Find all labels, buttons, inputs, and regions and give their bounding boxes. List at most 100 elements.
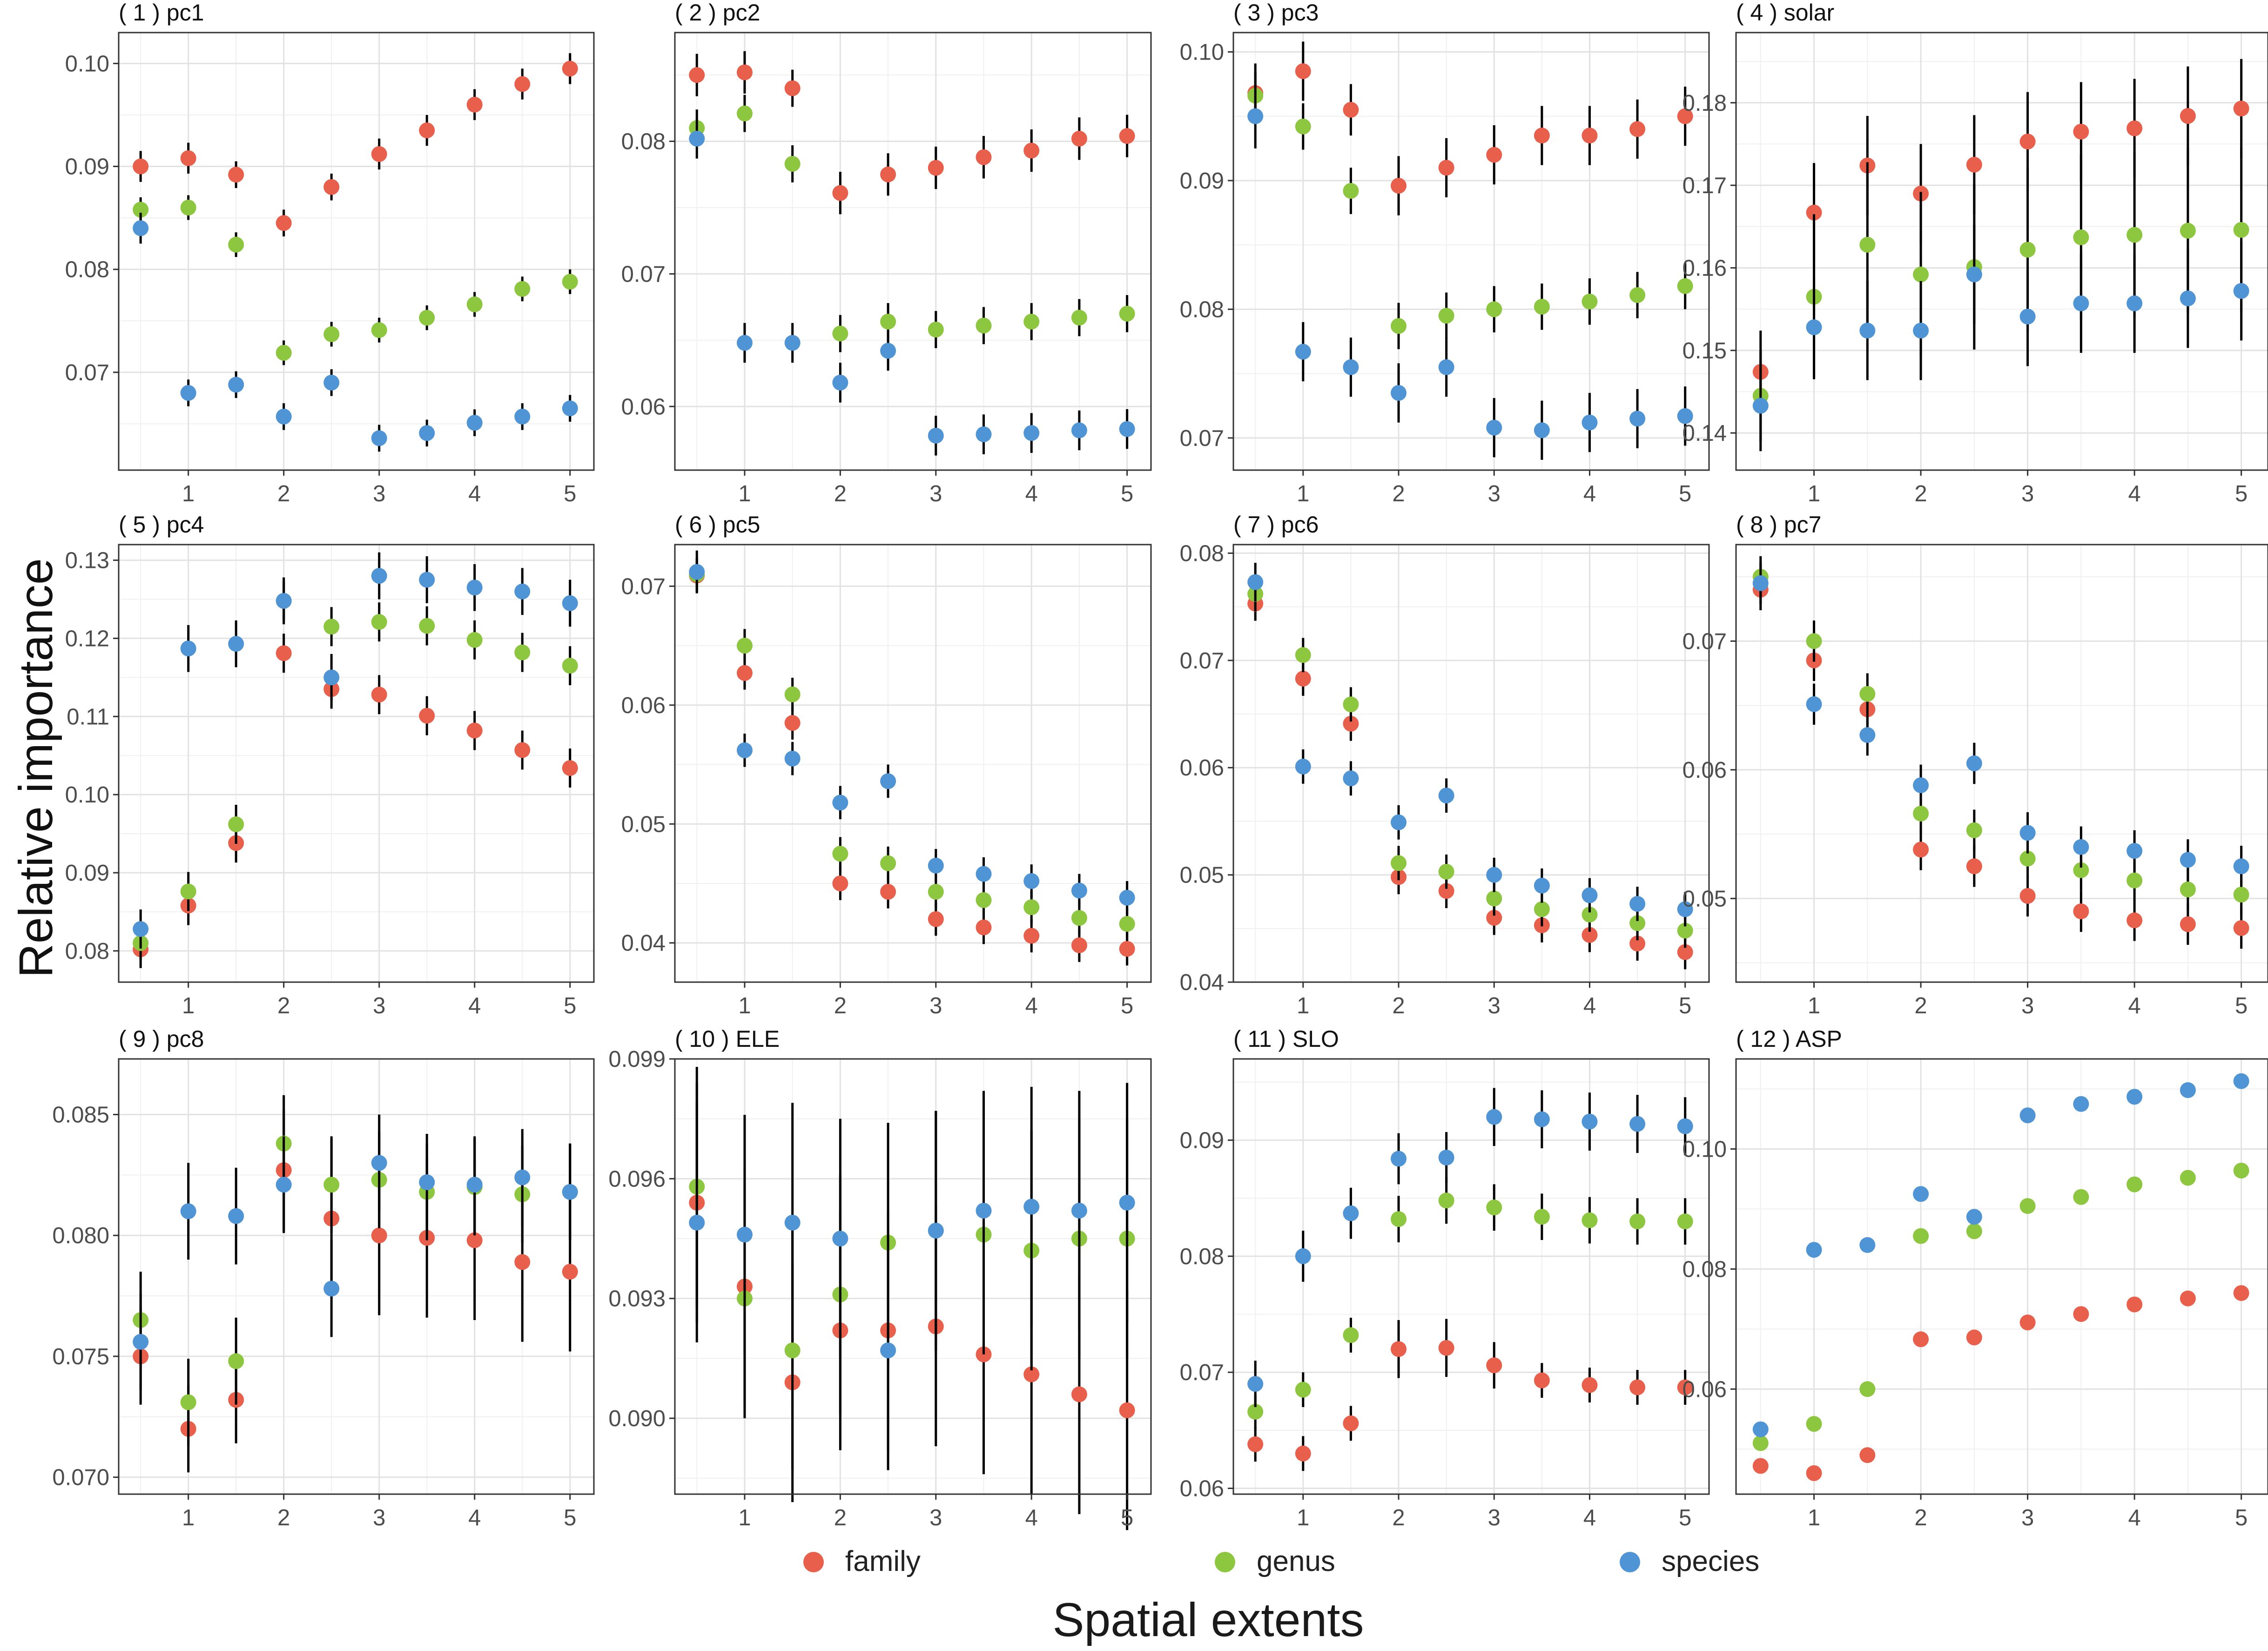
plot-area — [1233, 1059, 1709, 1494]
data-point-genus — [2180, 1170, 2196, 1186]
x-tick-label: 3 — [1488, 1505, 1501, 1530]
y-tick-label: 0.04 — [621, 931, 666, 956]
x-tick-label: 1 — [738, 1505, 751, 1530]
y-tick-label: 0.07 — [65, 360, 109, 385]
data-point-genus — [928, 883, 944, 900]
legend-swatch-genus — [1215, 1552, 1235, 1572]
panel-title: ( 12 ) ASP — [1736, 1026, 1842, 1052]
panel-title: ( 8 ) pc7 — [1736, 512, 1821, 538]
data-point-species — [133, 1334, 149, 1350]
x-tick-label: 1 — [182, 993, 195, 1018]
data-point-genus — [228, 236, 244, 253]
data-point-species — [2127, 295, 2143, 311]
y-tick-label: 0.10 — [65, 51, 109, 76]
data-point-genus — [371, 322, 387, 338]
data-point-genus — [784, 156, 801, 172]
data-point-family — [276, 645, 292, 661]
data-point-genus — [419, 310, 435, 326]
data-point-family — [880, 883, 896, 900]
data-point-species — [1343, 770, 1359, 787]
data-point-species — [466, 580, 483, 596]
data-point-genus — [466, 632, 483, 648]
data-point-species — [562, 595, 578, 611]
panel-border — [674, 1058, 1152, 1495]
series-species — [133, 213, 578, 452]
panel-title: ( 7 ) pc6 — [1233, 512, 1319, 538]
y-tick-label: 0.085 — [52, 1102, 109, 1127]
data-point-genus — [1486, 301, 1502, 317]
data-point-family — [2180, 916, 2196, 932]
data-point-species — [2180, 1082, 2196, 1098]
data-point-species — [2019, 1107, 2036, 1124]
plot-area — [1736, 1059, 2268, 1494]
data-point-genus — [323, 326, 340, 343]
panel-border — [1735, 544, 2268, 983]
data-point-species — [180, 640, 196, 657]
panel-11: 0.06 0.07 0.08 0.09 1 2 3 4 5 ( 11 ) SLO — [1180, 1026, 1710, 1530]
data-point-family — [1295, 670, 1311, 687]
data-point-genus — [1391, 1211, 1407, 1227]
data-point-species — [784, 335, 801, 351]
data-point-genus — [1629, 1213, 1646, 1230]
data-point-family — [1629, 121, 1646, 137]
data-point-species — [1071, 883, 1087, 899]
y-tick-label: 0.08 — [1180, 1244, 1224, 1269]
panel-border — [1232, 32, 1710, 471]
data-point-genus — [1629, 915, 1646, 931]
panel-1: 0.07 0.08 0.09 0.10 1 2 3 4 5 ( 1 ) pc1 — [65, 0, 595, 506]
data-point-genus — [562, 274, 578, 290]
data-point-species — [736, 1226, 753, 1243]
y-tick-label: 0.06 — [1180, 1476, 1224, 1502]
x-tick-label: 3 — [2021, 1505, 2034, 1530]
data-point-genus — [2019, 242, 2036, 258]
data-point-species — [1752, 575, 1769, 591]
series-genus — [1247, 1177, 1693, 1429]
data-point-genus — [228, 1353, 244, 1369]
data-point-family — [2127, 912, 2143, 929]
y-tick-label: 0.05 — [621, 812, 666, 837]
data-point-species — [228, 636, 244, 652]
legend-swatch-species — [1620, 1552, 1640, 1572]
data-point-family — [1071, 1386, 1087, 1402]
data-point-species — [1966, 1209, 1982, 1225]
y-tick-label: 0.093 — [608, 1287, 666, 1312]
data-point-species — [928, 427, 944, 444]
plot-area — [675, 33, 1151, 470]
data-point-species — [2180, 852, 2196, 868]
data-point-species — [880, 773, 896, 789]
panel-title: ( 2 ) pc2 — [675, 0, 760, 26]
data-point-species — [133, 921, 149, 937]
x-tick-label: 4 — [1583, 1505, 1596, 1530]
data-point-genus — [466, 296, 483, 312]
x-tick-label: 5 — [1121, 993, 1133, 1018]
data-point-genus — [1486, 890, 1502, 907]
y-tick-label: 0.07 — [1180, 648, 1224, 674]
data-point-genus — [880, 313, 896, 330]
x-tick-label: 4 — [468, 993, 481, 1018]
x-tick-label: 3 — [2021, 993, 2034, 1018]
data-point-species — [2233, 283, 2249, 299]
data-point-genus — [2233, 222, 2249, 238]
data-point-family — [736, 665, 753, 681]
series-genus — [1752, 1162, 2249, 1451]
data-point-family — [2180, 1290, 2196, 1307]
data-point-species — [1391, 1151, 1407, 1167]
legend: family genus species — [803, 1545, 1759, 1577]
x-tick-label: 3 — [2021, 481, 2034, 506]
x-tick-label: 5 — [2235, 481, 2248, 506]
data-point-family — [1486, 147, 1502, 163]
y-axis-title: Relative importance — [9, 558, 62, 977]
panel-4: 0.14 0.15 0.16 0.17 0.18 1 2 3 4 5 ( 4 ) solar — [1682, 0, 2268, 506]
x-tick-label: 1 — [738, 993, 751, 1018]
data-point-family — [1677, 944, 1693, 960]
data-point-species — [180, 1203, 196, 1220]
y-tick-label: 0.06 — [1180, 755, 1224, 781]
data-point-species — [1629, 411, 1646, 427]
data-point-genus — [1859, 236, 1876, 253]
y-tick-label: 0.17 — [1682, 173, 1727, 198]
data-point-species — [1486, 1109, 1502, 1125]
plot-area — [1233, 545, 1709, 982]
data-point-species — [1343, 359, 1359, 375]
x-tick-label: 1 — [1297, 1505, 1309, 1530]
data-point-family — [1582, 128, 1598, 144]
